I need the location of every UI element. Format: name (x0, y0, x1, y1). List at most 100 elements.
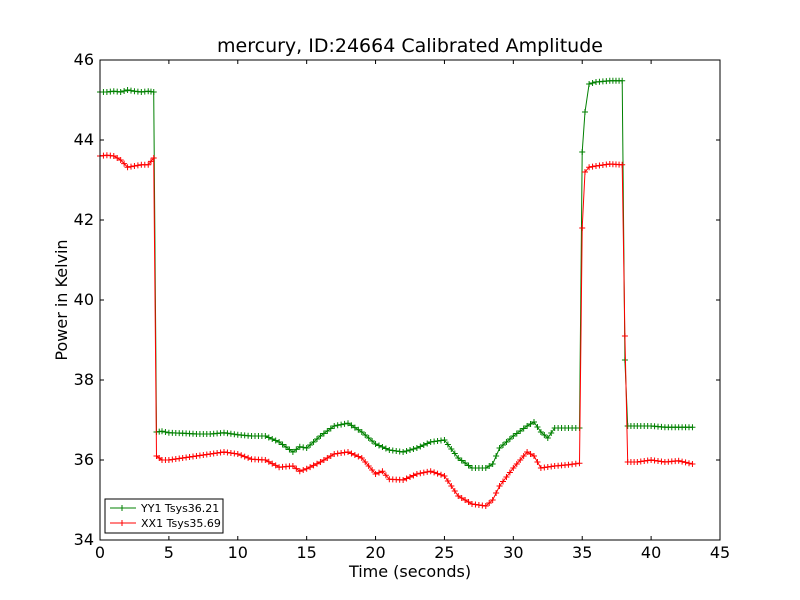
data-point-marker (276, 439, 283, 445)
data-point-marker (150, 155, 157, 161)
data-point-marker (376, 469, 382, 476)
data-point-marker (365, 463, 372, 469)
data-point-marker (448, 446, 455, 452)
data-point-marker (245, 454, 252, 461)
x-tick-label: 45 (710, 543, 730, 562)
data-point-marker (265, 434, 272, 441)
legend-entry-yy1: YY1 Tsys36.21 (110, 502, 219, 515)
data-point-marker (465, 499, 472, 505)
data-point-marker (289, 463, 296, 469)
x-tick-label: 15 (296, 543, 316, 562)
data-point-marker (128, 163, 134, 170)
data-point-marker (534, 424, 541, 430)
data-point-marker (348, 422, 355, 429)
data-point-marker (486, 463, 493, 469)
data-point-marker (579, 225, 586, 231)
data-point-marker (269, 460, 276, 467)
data-point-marker (413, 471, 420, 477)
data-point-marker (241, 453, 248, 460)
data-point-marker (675, 457, 682, 464)
data-point-marker (286, 446, 293, 453)
data-point-marker (420, 469, 427, 476)
data-point-marker (506, 436, 513, 442)
y-tick-label: 34 (74, 530, 94, 549)
data-point-marker (689, 461, 696, 467)
data-point-marker (234, 451, 241, 457)
data-point-marker (462, 460, 469, 466)
data-point-marker (117, 157, 124, 163)
y-tick-label: 40 (74, 290, 94, 309)
data-point-marker (462, 497, 469, 503)
data-point-marker (145, 161, 152, 168)
data-point-marker (431, 469, 438, 476)
data-point-marker (424, 468, 431, 475)
data-point-marker (544, 435, 551, 441)
x-axis-label: Time (seconds) (348, 562, 471, 581)
data-point-marker (493, 490, 500, 496)
series-layer (97, 77, 696, 509)
data-point-marker (303, 465, 310, 472)
data-point-marker (520, 453, 527, 459)
data-point-marker (407, 447, 413, 453)
data-point-marker (413, 445, 420, 451)
data-point-marker (345, 449, 351, 455)
ticks-layer: 0 5 10 15 20 25 30 35 40 45 34 36 38 40 42 44 46 (74, 50, 731, 562)
data-point-marker (503, 474, 510, 480)
data-point-marker (531, 419, 537, 425)
data-point-marker (458, 457, 465, 464)
data-point-marker (376, 442, 382, 449)
y-tick-label: 46 (74, 50, 94, 69)
data-point-marker (482, 465, 489, 471)
data-point-marker (307, 442, 314, 448)
data-point-marker (358, 429, 365, 435)
data-point-marker (272, 462, 279, 469)
data-point-marker (458, 495, 465, 501)
data-point-marker (434, 470, 441, 477)
data-point-marker (324, 428, 331, 434)
legend-label-xx1: XX1 Tsys35.69 (141, 517, 221, 530)
data-point-marker (493, 453, 500, 459)
data-point-marker (482, 503, 489, 509)
data-point-marker (465, 462, 472, 469)
data-point-marker (131, 163, 138, 169)
data-point-marker (619, 161, 626, 168)
data-point-marker (269, 436, 276, 442)
x-tick-label: 10 (228, 543, 248, 562)
data-point-marker (307, 464, 314, 471)
data-point-marker (417, 443, 424, 450)
x-tick-label: 20 (365, 543, 385, 562)
data-point-marker (296, 443, 303, 450)
data-point-marker (581, 109, 588, 115)
data-point-marker (124, 164, 131, 171)
data-point-marker (314, 436, 320, 442)
data-point-marker (334, 422, 341, 429)
data-point-marker (365, 435, 372, 441)
data-point-marker (486, 500, 493, 506)
data-point-marker (331, 423, 338, 429)
data-point-marker (320, 457, 327, 463)
data-point-marker (355, 453, 362, 460)
data-point-marker (114, 155, 121, 161)
data-point-marker (451, 488, 458, 494)
data-point-marker (527, 421, 534, 427)
data-point-marker (310, 462, 317, 469)
data-point-marker (444, 478, 451, 484)
data-point-marker (407, 474, 413, 480)
data-point-marker (317, 459, 324, 465)
data-point-marker (448, 483, 455, 489)
data-point-marker (362, 432, 369, 438)
legend-box (104, 498, 224, 534)
data-point-marker (438, 471, 444, 478)
plot-area (100, 60, 720, 540)
data-point-marker (369, 438, 376, 444)
data-point-marker (382, 472, 389, 479)
y-tick-label: 44 (74, 130, 94, 149)
data-point-marker (496, 445, 503, 451)
data-point-marker (379, 444, 386, 450)
data-point-marker (576, 460, 583, 467)
series-yy1 (97, 77, 696, 471)
data-point-marker (503, 439, 510, 445)
data-point-marker (289, 449, 296, 455)
data-point-marker (362, 459, 369, 465)
data-point-marker (517, 457, 524, 463)
